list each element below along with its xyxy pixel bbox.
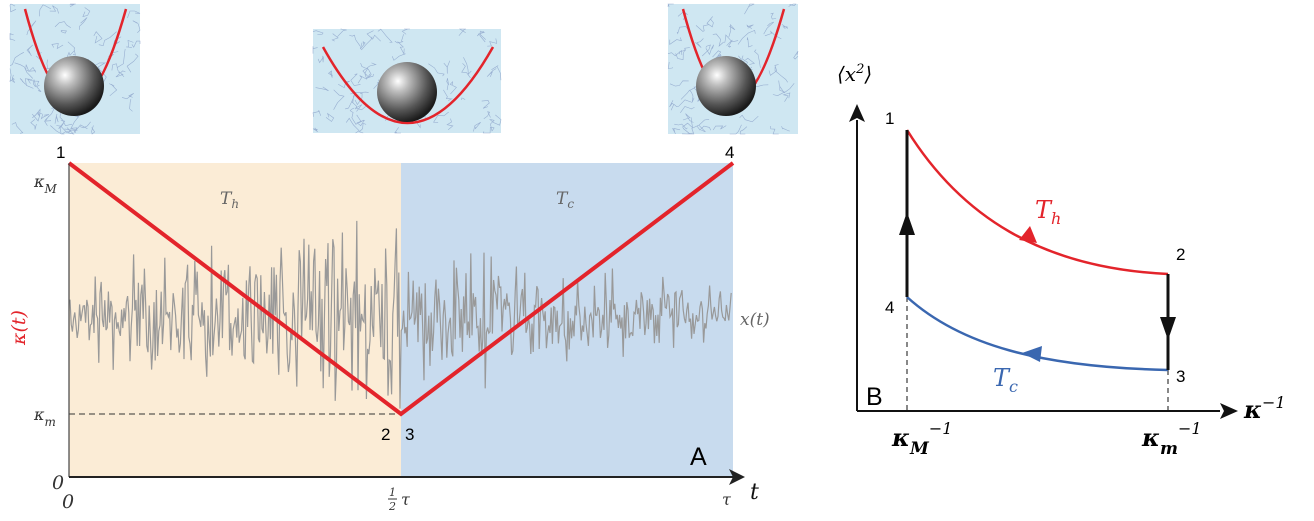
corner-label-4: 4 — [725, 143, 734, 162]
tau-tick: τ — [722, 490, 732, 509]
bead-icon — [377, 62, 437, 122]
b-corner-label-3: 3 — [1176, 367, 1185, 386]
hot-isotherm-arrow-icon — [1019, 226, 1037, 243]
hot-isotherm-curve — [905, 129, 1169, 276]
trap-inset-stiff-right — [667, 3, 799, 135]
hot-region-label: Th — [220, 189, 239, 211]
corner-label-2: 2 — [381, 425, 390, 444]
x-axis-label: t — [750, 480, 759, 505]
y-axis-label: κ(t) — [8, 310, 30, 346]
cold-isotherm-curve — [906, 296, 1169, 372]
bead-icon — [44, 56, 104, 116]
half-tau-den: 2 — [388, 500, 396, 513]
cold-region-label: Tc — [556, 189, 574, 211]
panel-b-label: B — [866, 383, 883, 411]
b-x-axis-label: κ−1 — [1243, 393, 1286, 424]
cold-isotherm-arrow-icon — [1022, 346, 1042, 362]
adiabat-2-3-arrow-icon — [1160, 317, 1176, 340]
cold-isotherm-label: Tc — [993, 364, 1018, 396]
trap-inset-stiff-left — [9, 3, 141, 135]
stiffness-protocol-line — [67, 161, 735, 417]
kappa-max-tick: κM — [33, 172, 58, 196]
position-trace — [69, 220, 732, 409]
b-corner-label-1: 1 — [885, 109, 894, 128]
b-tick-kappaM-inv: κM−1 — [891, 419, 952, 459]
half-tau-symbol: τ — [401, 490, 411, 509]
panel-a-label: A — [690, 443, 707, 471]
panel-b: Th Tc 1 2 3 4 ⟨x2⟩ κ−1 κM−1 κm−1 B — [837, 62, 1286, 459]
b-y-axis-label: ⟨x2⟩ — [837, 62, 872, 86]
corner-label-3: 3 — [405, 425, 414, 444]
hot-isotherm-label: Th — [1035, 196, 1061, 228]
panel-a: Th Tc x(t) κ(t) κM κm 0 0 1 2 τ τ t 1 2 … — [8, 143, 770, 513]
cold-region — [401, 163, 733, 477]
kappa-min-tick: κm — [33, 405, 56, 429]
adiabat-4-1-arrow-icon — [899, 212, 915, 235]
trace-label: x(t) — [740, 310, 770, 330]
b-corner-label-4: 4 — [885, 298, 894, 317]
x-origin-tick: 0 — [62, 491, 74, 513]
b-tick-kappam-inv: κm−1 — [1141, 419, 1202, 459]
x-axis-arrow-icon — [729, 469, 745, 485]
b-y-axis-arrow-icon — [849, 104, 865, 122]
bead-icon — [696, 56, 756, 116]
y-origin-tick: 0 — [52, 472, 64, 494]
b-corner-label-2: 2 — [1176, 245, 1185, 264]
b-x-axis-arrow-icon — [1220, 403, 1238, 419]
trap-inset-soft-middle — [312, 28, 502, 134]
half-tau-num: 1 — [389, 486, 396, 499]
fiber-texture — [312, 28, 502, 134]
corner-label-1: 1 — [56, 143, 65, 162]
